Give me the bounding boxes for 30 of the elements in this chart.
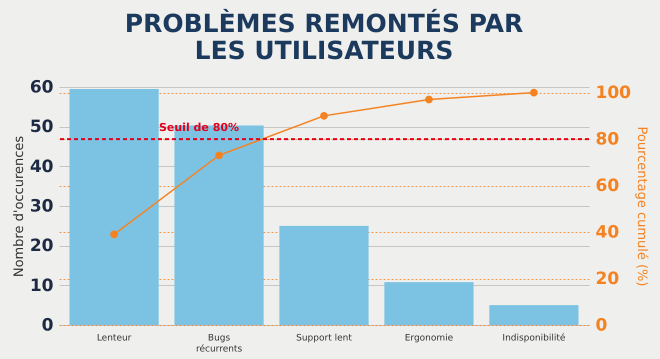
point	[530, 88, 538, 96]
y-tick-label: 30	[30, 196, 54, 216]
y-axis-title: Nombre d'occurences	[12, 136, 27, 278]
x-tick-label: Bugs récurrents	[196, 334, 242, 354]
x-tick-label: Lenteur	[96, 334, 132, 344]
x-tick-label: Ergonomie	[404, 334, 454, 344]
point	[110, 230, 118, 238]
point	[215, 151, 223, 160]
y-tick-label: 60	[30, 78, 54, 98]
x-tick-label: Support lent	[296, 334, 352, 344]
bar	[489, 305, 579, 325]
y2-axis-title: Pourcentage cumulé (%)	[634, 126, 649, 286]
point	[320, 112, 328, 120]
y2-tick-label: 40	[596, 222, 620, 243]
chart-title: PROBLÈMES REMONTÉS PAR LES UTILISATEURS	[124, 8, 524, 65]
bar	[69, 88, 159, 325]
point	[425, 96, 433, 104]
y2-tick-label: 80	[596, 130, 620, 150]
x-tick-label: Indisponibilité	[502, 332, 566, 344]
y2-tick-label: 20	[596, 269, 620, 290]
y-tick-label: 0	[42, 316, 54, 336]
bar	[384, 282, 474, 325]
y2-tick-label: 0	[596, 316, 608, 336]
bar	[279, 226, 369, 325]
y2-tick-label: 100	[596, 83, 632, 104]
y2-tick-label: 60	[596, 176, 620, 196]
y-tick-label: 10	[30, 276, 54, 296]
y-tick-label: 50	[30, 117, 54, 138]
y-tick-label: 40	[30, 156, 54, 177]
y-tick-label: 20	[30, 236, 54, 256]
